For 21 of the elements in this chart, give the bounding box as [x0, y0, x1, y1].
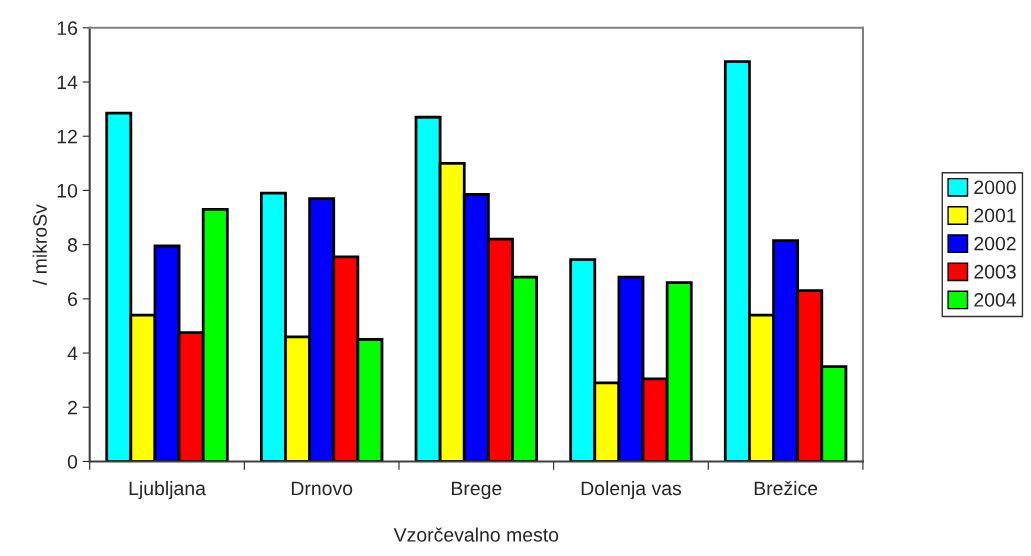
- y-tick-label: 6: [68, 292, 78, 307]
- x-tick-label: Brežice: [754, 480, 818, 496]
- y-tick-label: 14: [57, 75, 78, 90]
- legend-label: 2002: [974, 236, 1016, 251]
- y-tick-label: 4: [67, 346, 78, 361]
- x-tick-label: Dolenja vas: [581, 481, 682, 500]
- y-tick-label: 10: [57, 183, 78, 198]
- y-tick-label: 16: [57, 21, 78, 36]
- y-tick-label: 2: [68, 400, 77, 415]
- x-tick-label: Brege: [451, 481, 502, 500]
- y-tick-label: 0: [67, 454, 78, 469]
- y-axis-title: / mikroSv: [32, 204, 47, 286]
- legend-label: 2000: [974, 180, 1016, 195]
- legend-label: 2003: [974, 264, 1016, 279]
- y-tick-label: 8: [67, 238, 78, 252]
- x-tick-label: Drnovo: [291, 481, 353, 496]
- legend-label: 2004: [974, 293, 1017, 307]
- x-tick-label: Ljubljana: [129, 481, 206, 500]
- y-tick-label: 12: [57, 129, 77, 144]
- legend-label: 2001: [974, 208, 1016, 223]
- x-axis-title: Vzorčevalno mesto: [393, 527, 559, 542]
